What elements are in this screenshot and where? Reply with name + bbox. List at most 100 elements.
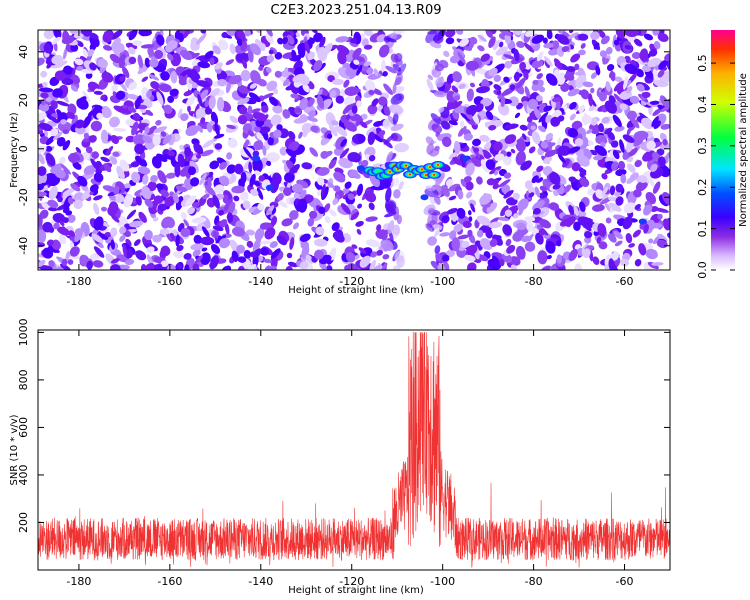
heatmap-cell (199, 173, 207, 186)
heatmap-cell (525, 30, 536, 37)
heatmap-cell (442, 254, 450, 262)
heatmap-cell (65, 250, 71, 262)
heatmap-cell (420, 194, 429, 201)
heatmap-cell (249, 82, 258, 89)
heatmap-cell (485, 159, 496, 170)
heatmap-cell (100, 94, 106, 101)
heatmap-cell (537, 250, 548, 265)
heatmap-cell (127, 106, 137, 113)
heatmap-cell (85, 72, 93, 79)
heatmap-cell (100, 129, 109, 144)
heatmap-cell (445, 30, 456, 38)
heatmap-cell (480, 159, 490, 173)
heatmap-cell (648, 177, 655, 187)
heatmap-cell (588, 93, 593, 107)
heatmap-cell (294, 107, 302, 113)
heatmap-cell (299, 189, 307, 199)
heatmap-cell (448, 152, 458, 160)
heatmap-cell (652, 181, 661, 194)
heatmap-cell (593, 42, 600, 50)
heatmap-cell (629, 172, 639, 181)
heatmap-cell (531, 131, 541, 145)
heatmap-cell (423, 204, 436, 216)
heatmap-cell (60, 119, 67, 125)
heatmap-cell (193, 143, 204, 155)
heatmap-cell (299, 233, 311, 242)
heatmap-cell (270, 114, 282, 126)
heatmap-cell (252, 238, 262, 253)
heatmap-cell (464, 181, 474, 191)
colorbar-gradient (711, 30, 735, 270)
heatmap-cell (393, 189, 401, 199)
heatmap-cell (128, 81, 138, 91)
heatmap-cell (605, 217, 612, 224)
heatmap-cell (51, 36, 61, 45)
heatmap-cell (179, 165, 192, 177)
heatmap-cell (236, 52, 249, 63)
heatmap-cell (83, 165, 97, 175)
heatmap-cell (600, 35, 610, 45)
heatmap-cell (356, 228, 362, 235)
heatmap-cell (190, 243, 204, 251)
heatmap-cell (629, 95, 640, 104)
spectrogram-y-tick-label: -20 (17, 188, 30, 206)
heatmap-cell (467, 210, 472, 216)
heatmap-cell (189, 70, 201, 83)
heatmap-cell (167, 150, 175, 157)
heatmap-cell (388, 170, 392, 173)
heatmap-cell (426, 78, 434, 91)
heatmap-cell (612, 114, 622, 128)
heatmap-cell (363, 44, 373, 50)
heatmap-cell (270, 216, 278, 226)
spectrogram-x-tick-label: -140 (248, 275, 273, 288)
heatmap-cell (552, 97, 562, 103)
heatmap-cell (503, 76, 510, 83)
heatmap-cell (619, 103, 628, 111)
heatmap-cell (488, 124, 497, 131)
spectrogram-heatmap (38, 30, 670, 270)
heatmap-cell (376, 249, 383, 256)
heatmap-cell (532, 79, 539, 85)
heatmap-cell (93, 195, 103, 201)
heatmap-cell (160, 131, 167, 137)
heatmap-cell (608, 258, 615, 270)
heatmap-cell (51, 239, 61, 251)
heatmap-cell (85, 146, 93, 154)
heatmap-cell (571, 162, 581, 172)
heatmap-cell (358, 247, 367, 254)
heatmap-cell (190, 177, 200, 187)
heatmap-cell (301, 122, 313, 133)
heatmap-cell (38, 182, 45, 191)
heatmap-cell (459, 120, 465, 129)
heatmap-cell (135, 250, 147, 261)
heatmap-cell (569, 30, 574, 34)
heatmap-cell (562, 158, 570, 168)
heatmap-cell (574, 63, 580, 71)
heatmap-cell (46, 239, 54, 246)
heatmap-cell (200, 236, 215, 246)
heatmap-cell (212, 45, 221, 55)
heatmap-cell (110, 227, 118, 237)
heatmap-cell (265, 184, 274, 191)
heatmap-cell (42, 81, 48, 88)
heatmap-cell (574, 263, 582, 270)
heatmap-cell (236, 244, 246, 254)
heatmap-cell (535, 232, 544, 245)
heatmap-cell (524, 241, 536, 252)
heatmap-cell (146, 125, 157, 136)
heatmap-cell (362, 38, 369, 47)
heatmap-cell (480, 53, 491, 62)
heatmap-cell (361, 113, 368, 120)
heatmap-cell (494, 169, 499, 176)
heatmap-cell (118, 53, 127, 69)
heatmap-cell (515, 150, 526, 166)
heatmap-cell (38, 57, 45, 67)
heatmap-cell (248, 92, 261, 103)
colorbar-tick-label: 0.1 (696, 220, 709, 238)
heatmap-cell (479, 193, 492, 205)
heatmap-cell (52, 88, 64, 98)
heatmap-cell (313, 238, 328, 247)
heatmap-cell (553, 58, 563, 70)
heatmap-cell (147, 181, 157, 192)
heatmap-cell (377, 96, 388, 106)
